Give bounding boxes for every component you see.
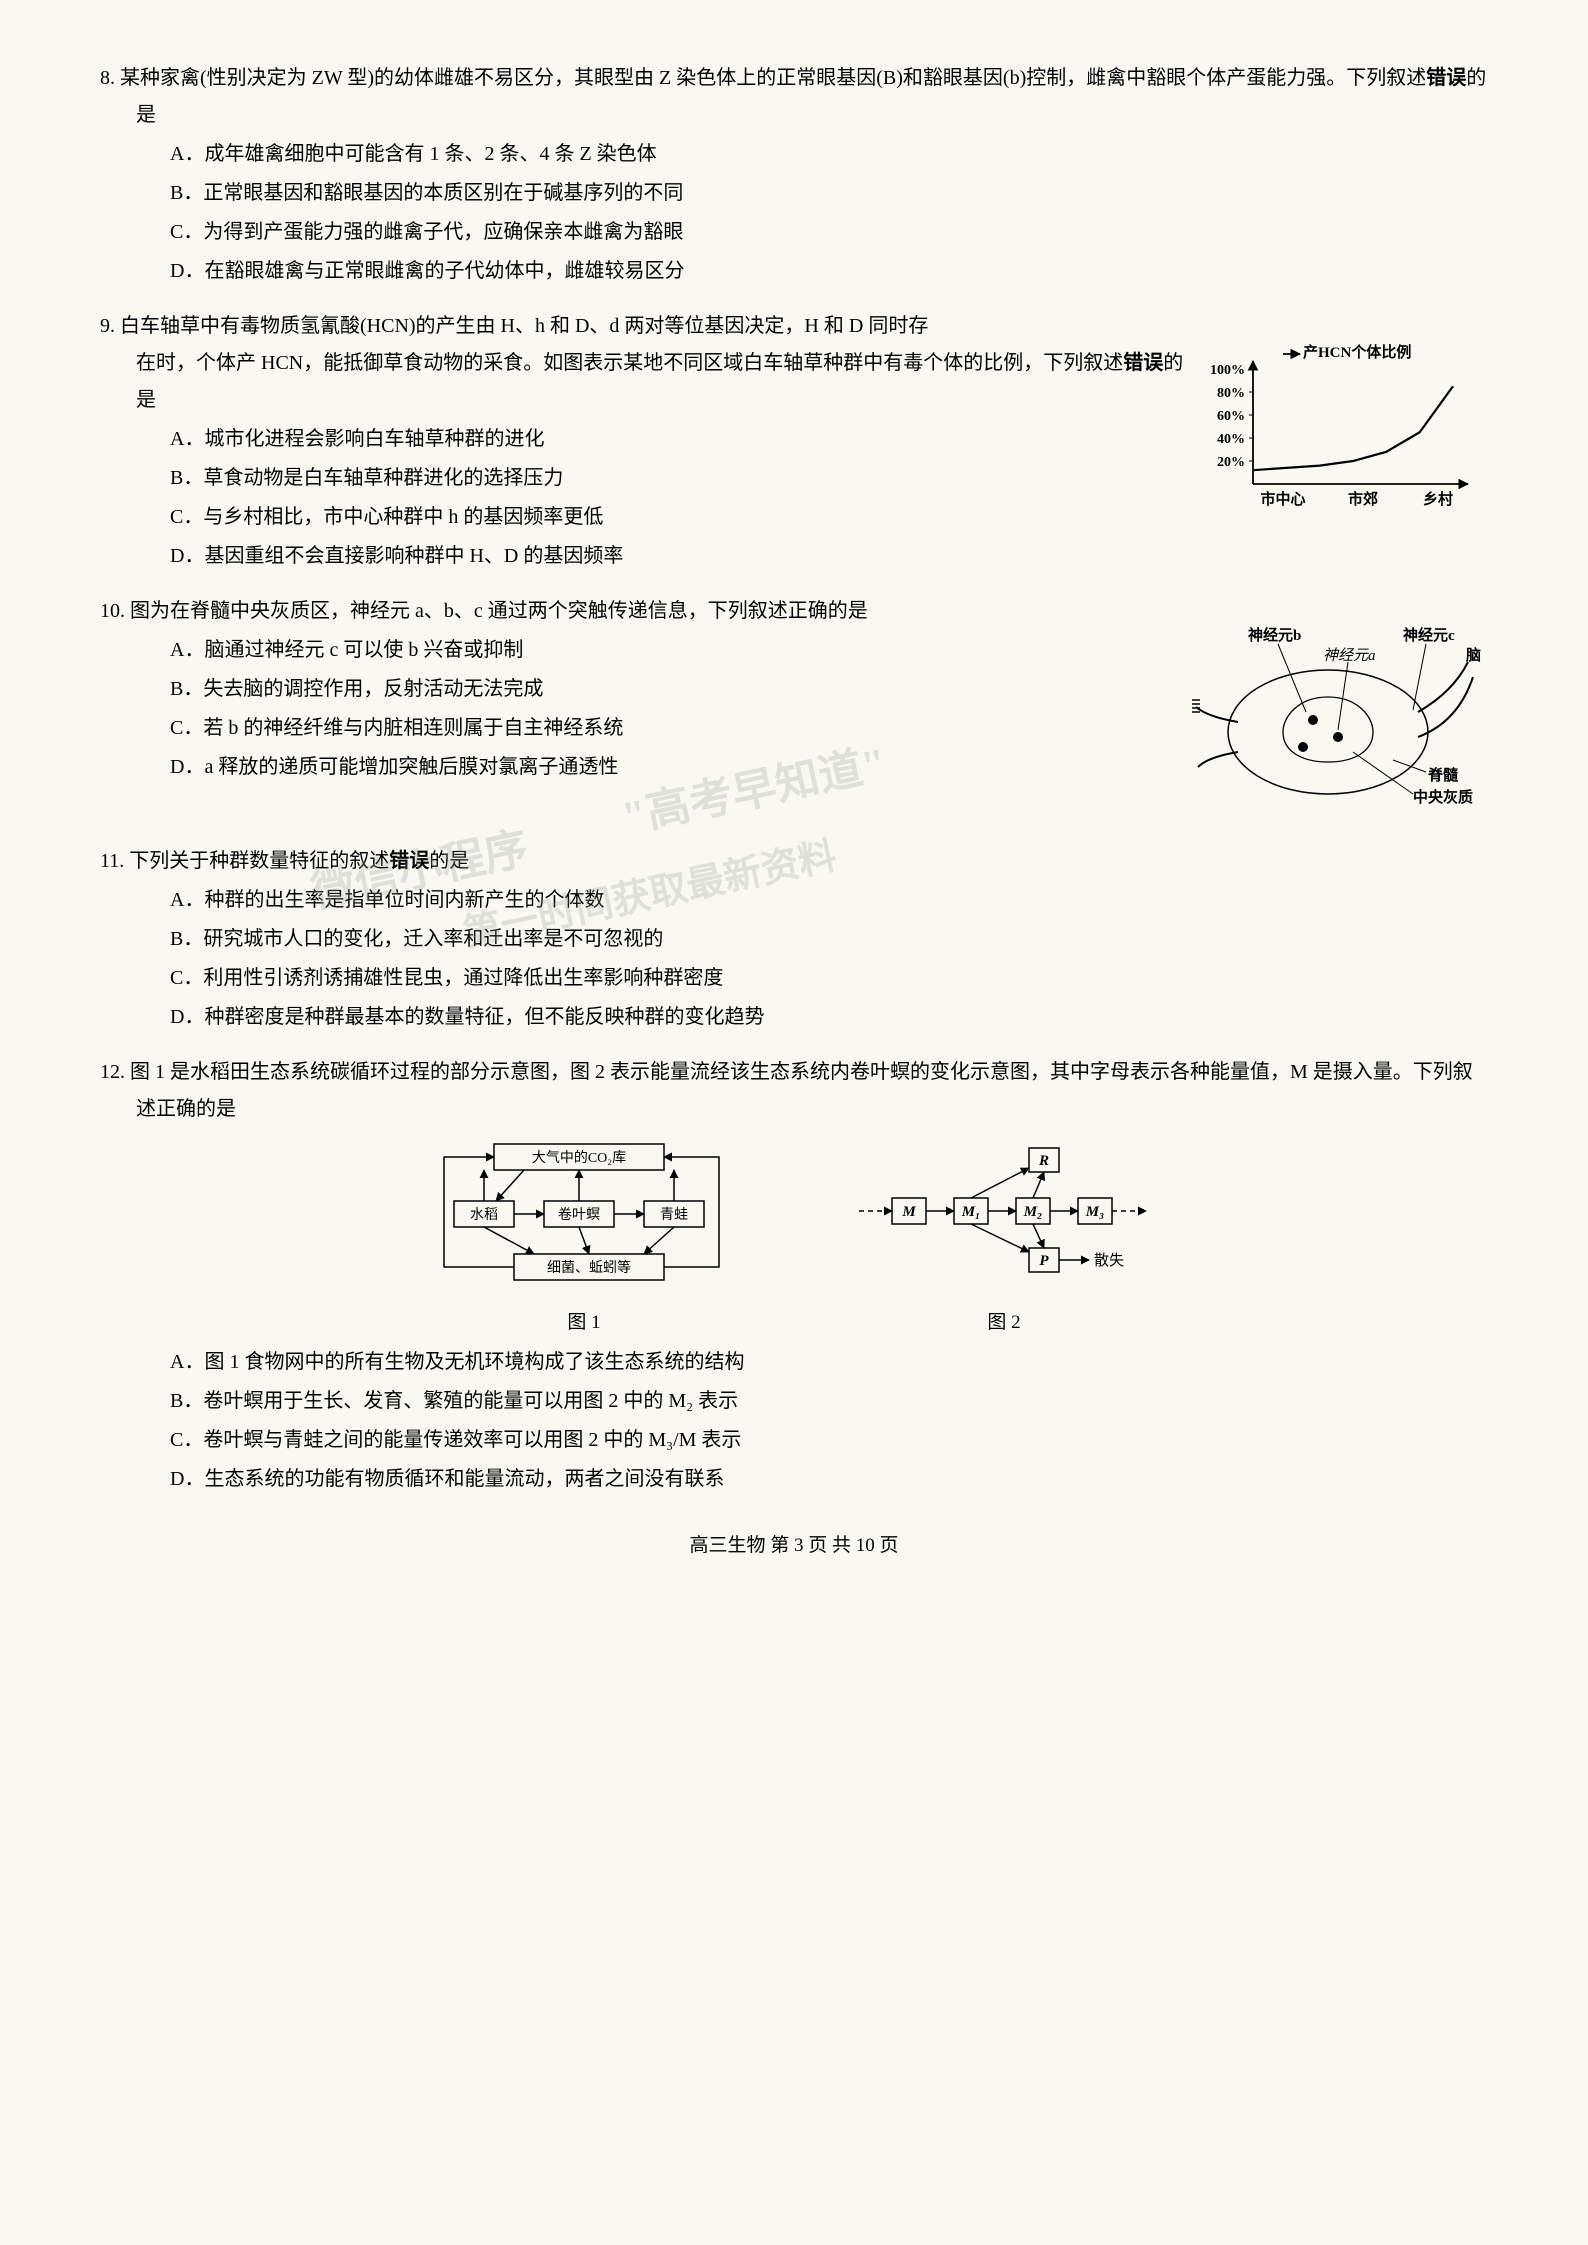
question-10: 10. 图为在脊髓中央灰质区，神经元 a、b、c 通过两个突触传递信息，下列叙述… [100,593,1488,825]
q8-optD: D．在豁眼雄禽与正常眼雌禽的子代幼体中，雌雄较易区分 [170,253,1488,290]
q8-optC: C．为得到产蛋能力强的雌禽子代，应确保亲本雌禽为豁眼 [170,214,1488,251]
svg-text:M₃: M₃ [1085,1204,1105,1220]
svg-text:M₂: M₂ [1023,1204,1043,1220]
q8-num: 8. [100,67,115,89]
svg-text:大气中的CO₂库: 大气中的CO₂库 [532,1150,626,1166]
svg-text:M₁: M₁ [961,1204,981,1220]
q10-num: 10. [100,600,125,622]
svg-text:神经元a: 神经元a [1323,647,1376,664]
q11-stem1: 下列关于种群数量特征的叙述 [129,850,389,872]
q8-optA: A．成年雄禽细胞中可能含有 1 条、2 条、4 条 Z 染色体 [170,136,1488,173]
q9-optC: C．与乡村相比，市中心种群中 h 的基因频率更低 [170,499,1190,536]
q11-stem2: 的是 [429,850,469,872]
svg-text:细菌、蚯蚓等: 细菌、蚯蚓等 [547,1259,631,1276]
q9-num: 9. [100,315,115,337]
svg-text:市郊: 市郊 [1348,490,1378,508]
q8-stem1: 某种家禽(性别决定为 ZW 型)的幼体雌雄不易区分，其眼型由 Z 染色体上的正常… [120,67,1426,89]
q8-optB: B．正常眼基因和豁眼基因的本质区别在于碱基序列的不同 [170,175,1488,212]
svg-text:60%: 60% [1217,409,1245,424]
q11-optD: D．种群密度是种群最基本的数量特征，但不能反映种群的变化趋势 [170,999,1488,1036]
q9-optD: D．基因重组不会直接影响种群中 H、D 的基因频率 [170,538,1190,575]
svg-text:脑: 脑 [1466,646,1481,664]
svg-text:80%: 80% [1217,386,1245,401]
q9-optB: B．草食动物是白车轴草种群进化的选择压力 [170,460,1190,497]
q12-optA: A．图 1 食物网中的所有生物及无机环境构成了该生态系统的结构 [170,1344,1488,1381]
q12-optD: D．生态系统的功能有物质循环和能量流动，两者之间没有联系 [170,1461,1488,1498]
q10-stem: 图为在脊髓中央灰质区，神经元 a、b、c 通过两个突触传递信息，下列叙述正确的是 [130,600,868,622]
q9-chart: 20% 40% 60% 80% 100% 市中心 市郊 乡村 产HCN个体比例 [1198,339,1488,532]
page: 8. 某种家禽(性别决定为 ZW 型)的幼体雌雄不易区分，其眼型由 Z 染色体上… [100,60,1488,1563]
q9-optA: A．城市化进程会影响白车轴草种群的进化 [170,421,1190,458]
q10-optC: C．若 b 的神经纤维与内脏相连则属于自主神经系统 [170,710,1182,747]
question-11: 11. 下列关于种群数量特征的叙述错误的是 A．种群的出生率是指单位时间内新产生… [100,843,1488,1036]
svg-text:卷叶螟: 卷叶螟 [558,1207,600,1223]
q12-fig2: M M₁ M₂ M₃ R P 散失 图 2 [854,1136,1154,1340]
svg-text:市中心: 市中心 [1260,490,1305,508]
question-9: 9. 白车轴草中有毒物质氢氰酸(HCN)的产生由 H、h 和 D、d 两对等位基… [100,308,1488,575]
svg-text:散失: 散失 [1094,1252,1124,1269]
q12-optC: C．卷叶螟与青蛙之间的能量传递效率可以用图 2 中的 M₃/M 表示 [170,1422,1488,1459]
q12-num: 12. [100,1061,125,1083]
q11-optB: B．研究城市人口的变化，迁入率和迁出率是不可忽视的 [170,921,1488,958]
svg-text:M: M [901,1204,916,1220]
q9-bold: 错误 [1123,352,1163,374]
q10-figure: 神经元b 神经元a 神经元c 脑脊髓中央灰质 [1188,622,1488,825]
question-12: 12. 图 1 是水稻田生态系统碳循环过程的部分示意图，图 2 表示能量流经该生… [100,1054,1488,1498]
q10-optD: D．a 释放的递质可能增加突触后膜对氯离子通透性 [170,749,1182,786]
svg-text:水稻: 水稻 [470,1207,498,1223]
svg-text:脊髓: 脊髓 [1427,766,1459,784]
svg-text:40%: 40% [1217,432,1245,447]
q12-optB: B．卷叶螟用于生长、发育、繁殖的能量可以用图 2 中的 M₂ 表示 [170,1383,1488,1420]
svg-text:神经元c: 神经元c [1403,626,1455,644]
svg-text:100%: 100% [1210,363,1245,378]
q10-optB: B．失去脑的调控作用，反射活动无法完成 [170,671,1182,708]
svg-text:乡村: 乡村 [1423,490,1453,508]
svg-text:20%: 20% [1217,455,1245,470]
q8-bold: 错误 [1426,67,1466,89]
q11-bold: 错误 [389,850,429,872]
q9-stem2: 的是 [136,352,1183,411]
svg-text:中央灰质: 中央灰质 [1413,788,1473,806]
q11-optC: C．利用性引诱剂诱捕雄性昆虫，通过降低出生率影响种群密度 [170,960,1488,997]
svg-text:产HCN个体比例: 产HCN个体比例 [1303,343,1411,361]
q10-optA: A．脑通过神经元 c 可以使 b 兴奋或抑制 [170,632,1182,669]
q12-stem: 图 1 是水稻田生态系统碳循环过程的部分示意图，图 2 表示能量流经该生态系统内… [130,1061,1473,1120]
svg-text:神经元b: 神经元b [1248,626,1301,644]
page-footer: 高三生物 第 3 页 共 10 页 [100,1528,1488,1563]
q12-fig1-label: 图 1 [434,1305,734,1340]
q11-optA: A．种群的出生率是指单位时间内新产生的个体数 [170,882,1488,919]
q12-fig2-label: 图 2 [854,1305,1154,1340]
svg-text:R: R [1038,1153,1049,1169]
svg-text:青蛙: 青蛙 [660,1207,688,1223]
svg-text:P: P [1039,1253,1049,1269]
question-8: 8. 某种家禽(性别决定为 ZW 型)的幼体雌雄不易区分，其眼型由 Z 染色体上… [100,60,1488,290]
q12-fig1: 大气中的CO₂库水稻 卷叶螟 青蛙细菌、蚯蚓等 图 1 [434,1136,734,1340]
q11-num: 11. [100,850,124,872]
